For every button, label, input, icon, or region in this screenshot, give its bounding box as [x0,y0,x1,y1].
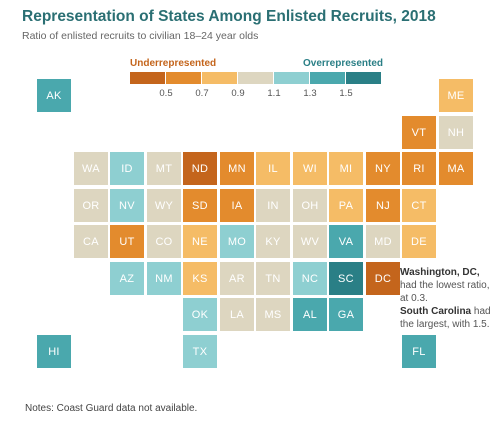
state-tile-fl: FL [402,335,436,368]
state-tile-ne: NE [183,225,217,258]
state-tile-ky: KY [256,225,290,258]
state-tile-nc: NC [293,262,327,295]
state-tile-oh: OH [293,189,327,222]
legend-tick: 0.7 [195,88,209,99]
legend-swatch [310,72,345,84]
state-tile-nv: NV [110,189,144,222]
legend-swatch [274,72,309,84]
state-tile-pa: PA [329,189,363,222]
state-tile-ut: UT [110,225,144,258]
legend-swatch [202,72,237,84]
state-tile-ga: GA [329,298,363,331]
state-tile-dc: DC [366,262,400,295]
state-tile-al: AL [293,298,327,331]
legend-over-label: Overrepresented [303,58,384,69]
annotation-dc-bold: Washington, DC, [400,267,480,278]
annotation-dc-text: had the lowest ratio, at 0.3. [400,280,490,304]
legend-swatch [238,72,273,84]
legend-under-label: Underrepresented [130,58,217,69]
state-tile-az: AZ [110,262,144,295]
state-tile-il: IL [256,152,290,185]
state-tile-mi: MI [329,152,363,185]
state-tile-wi: WI [293,152,327,185]
state-tile-ia: IA [220,189,254,222]
state-tile-va: VA [329,225,363,258]
state-tile-sd: SD [183,189,217,222]
state-tile-mt: MT [147,152,181,185]
state-tile-wv: WV [293,225,327,258]
state-tile-in: IN [256,189,290,222]
state-tile-la: LA [220,298,254,331]
legend-tick: 1.5 [339,88,353,99]
state-tile-ma: MA [439,152,473,185]
state-tile-tn: TN [256,262,290,295]
legend-tick: 1.1 [267,88,281,99]
annotation-sc-text: had the largest, with 1.5. [400,306,491,330]
state-tile-vt: VT [402,116,436,149]
annotation-sc-bold: South Carolina [400,306,472,317]
state-tile-ks: KS [183,262,217,295]
state-tile-wa: WA [74,152,108,185]
state-tile-hi: HI [37,335,71,368]
state-tile-ms: MS [256,298,290,331]
annotation-dc: Washington, DC, had the lowest ratio, at… [400,266,496,305]
state-tile-ct: CT [402,189,436,222]
state-tile-nj: NJ [366,189,400,222]
state-tile-ak: AK [37,79,71,112]
state-tile-ri: RI [402,152,436,185]
chart-title: Representation of States Among Enlisted … [22,8,436,25]
state-tile-wy: WY [147,189,181,222]
state-tile-ar: AR [220,262,254,295]
legend-swatch [130,72,165,84]
state-tile-or: OR [74,189,108,222]
legend-swatch [166,72,201,84]
legend-tick: 1.3 [303,88,317,99]
state-tile-id: ID [110,152,144,185]
chart-subtitle: Ratio of enlisted recruits to civilian 1… [22,30,259,42]
legend-tick: 0.5 [159,88,173,99]
state-tile-mo: MO [220,225,254,258]
state-tile-mn: MN [220,152,254,185]
state-tile-de: DE [402,225,436,258]
state-tile-nm: NM [147,262,181,295]
state-tile-co: CO [147,225,181,258]
notes: Notes: Coast Guard data not available. [25,403,198,414]
state-tile-nh: NH [439,116,473,149]
state-tile-ny: NY [366,152,400,185]
annotation-sc: South Carolina had the largest, with 1.5… [400,305,496,331]
state-tile-me: ME [439,79,473,112]
state-tile-ca: CA [74,225,108,258]
state-tile-sc: SC [329,262,363,295]
state-tile-ok: OK [183,298,217,331]
legend-swatch [346,72,381,84]
legend-tick: 0.9 [231,88,245,99]
state-tile-tx: TX [183,335,217,368]
state-tile-nd: ND [183,152,217,185]
state-tile-md: MD [366,225,400,258]
